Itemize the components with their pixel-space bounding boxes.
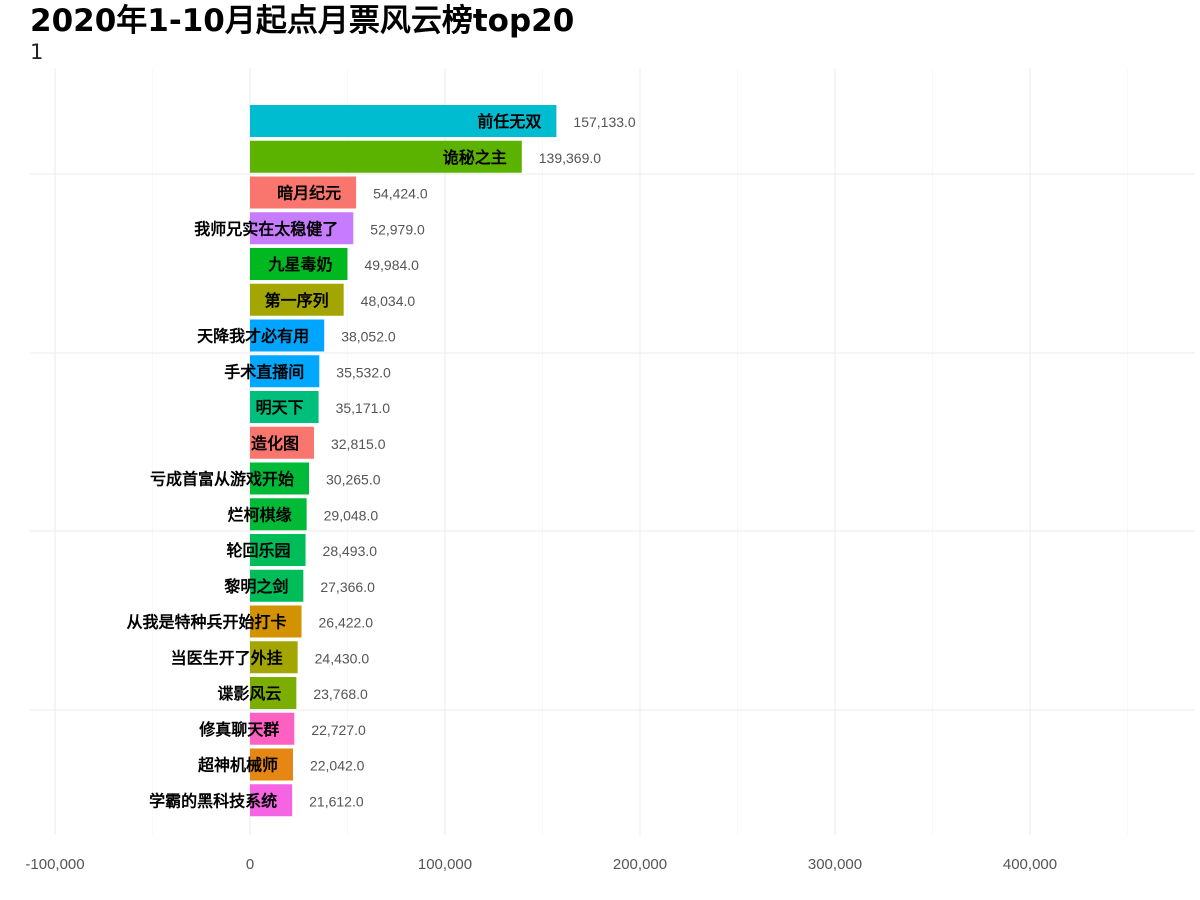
bar-value-label: 24,430.0	[315, 650, 370, 666]
bar-category-label: 九星毒奶	[267, 255, 332, 274]
bar-category-label: 手术直播间	[224, 362, 304, 381]
bar	[250, 426, 314, 459]
bar-category-label: 我师兄实在太稳健了	[194, 219, 338, 238]
bar-value-label: 26,422.0	[319, 615, 374, 631]
bar-value-label: 21,612.0	[309, 793, 364, 809]
bar-value-label: 32,815.0	[331, 436, 386, 452]
x-tick-label: 0	[246, 856, 254, 873]
bar-category-label: 轮回乐园	[227, 541, 291, 560]
bar-value-label: 22,042.0	[310, 758, 365, 774]
bar-value-label: 38,052.0	[341, 329, 396, 345]
x-axis-ticks: -100,000 0 100,000 200,000 300,000 400,000	[25, 856, 1057, 873]
bar	[250, 712, 295, 745]
bar-category-label: 天降我才必有用	[197, 327, 309, 346]
bar-category-label: 从我是特种兵开始打卡	[127, 613, 287, 632]
bar	[250, 391, 319, 423]
chart-title: 2020年1-10月起点月票风云榜top20	[30, 3, 575, 39]
bar	[250, 534, 306, 566]
bar	[250, 283, 344, 316]
bar-value-label: 30,265.0	[326, 472, 381, 488]
bar-value-label: 35,532.0	[336, 364, 391, 380]
bar-value-label: 139,369.0	[539, 150, 601, 166]
bar-value-label: 54,424.0	[373, 186, 428, 202]
bar	[250, 462, 310, 495]
bar-value-label: 52,979.0	[370, 221, 425, 237]
bar-category-label: 烂柯棋缘	[228, 505, 292, 524]
bar-category-label: 黎明之剑	[224, 577, 288, 596]
bar	[250, 319, 325, 352]
bar-value-label: 22,727.0	[311, 722, 366, 738]
x-tick-label: 300,000	[808, 856, 862, 873]
bar-category-label: 学霸的黑科技系统	[149, 791, 277, 810]
bar-category-label: 诡秘之主	[443, 148, 507, 167]
bar	[250, 140, 522, 173]
bar-value-label: 29,048.0	[324, 507, 379, 523]
bar	[250, 105, 557, 137]
grid-lines	[30, 68, 1195, 835]
bar-category-label: 谍影风云	[217, 684, 281, 703]
value-labels: 157,133.0 139,369.0 54,424.0 52,979.0 49,984…	[309, 114, 636, 809]
bar-value-label: 28,493.0	[323, 543, 378, 559]
bar-value-label: 27,366.0	[320, 579, 375, 595]
bar-category-label: 亏成首富从游戏开始	[150, 470, 294, 489]
bar	[250, 641, 298, 674]
bar-category-label: 第一序列	[265, 291, 329, 310]
bar-value-label: 23,768.0	[313, 686, 368, 702]
bars	[250, 105, 557, 817]
bar-category-label: 当医生开了外挂	[171, 648, 283, 667]
bar-labels: 前任无双诡秘之主暗月纪元我师兄实在太稳健了九星毒奶第一序列天降我才必有用手术直播…	[127, 112, 542, 810]
x-tick-label: 200,000	[613, 856, 667, 873]
bar	[250, 498, 307, 531]
bar	[250, 677, 297, 709]
bar	[250, 569, 304, 602]
x-tick-label: -100,000	[25, 856, 84, 873]
bar	[250, 784, 293, 817]
chart-subtitle: 1	[30, 40, 44, 64]
bar-category-label: 修真聊天群	[198, 720, 279, 739]
bar-value-label: 48,034.0	[361, 293, 416, 309]
bar	[250, 748, 293, 781]
bar	[250, 212, 354, 245]
bar-category-label: 暗月纪元	[277, 184, 341, 203]
bar-value-label: 49,984.0	[364, 257, 419, 273]
bar-category-label: 明天下	[256, 398, 304, 417]
bar	[250, 355, 320, 388]
bar-value-label: 157,133.0	[573, 114, 635, 130]
bar	[250, 248, 348, 280]
x-tick-label: 400,000	[1003, 856, 1057, 873]
x-tick-label: 100,000	[418, 856, 472, 873]
bar-category-label: 造化图	[251, 434, 299, 453]
bar	[250, 176, 357, 209]
bar	[250, 605, 302, 638]
bar-category-label: 前任无双	[477, 112, 541, 131]
bar-category-label: 超神机械师	[197, 756, 278, 775]
bar-value-label: 35,171.0	[336, 400, 391, 416]
